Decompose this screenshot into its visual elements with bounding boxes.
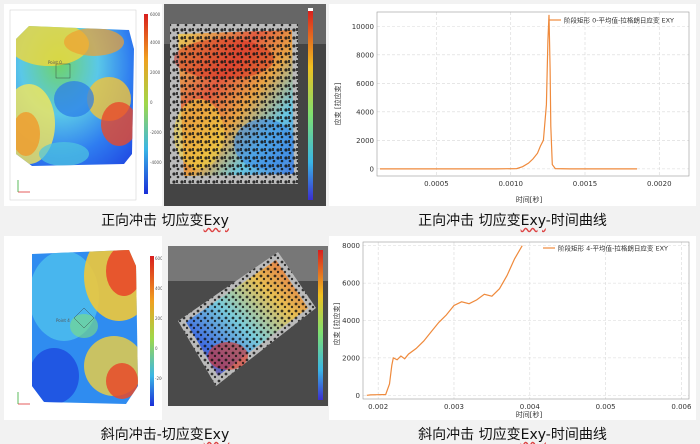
y-tick-label: 0 [370,165,374,173]
svg-text:Point 4: Point 4 [56,318,70,323]
caption-bottom-right: 斜向冲击 切应变Exy-时间曲线 [329,424,696,444]
svg-text:2000: 2000 [155,316,162,321]
grid-lines [363,242,689,399]
caption-text: 正向冲击 切应变 [418,213,521,229]
svg-text:-2000: -2000 [155,376,162,381]
x-tick-label: 0.0005 [424,180,449,188]
y-tick-label: 8000 [342,242,360,250]
svg-text:-2000: -2000 [150,130,162,135]
dic-photo-oblique [168,246,328,406]
strain-time-chart-frontal: 0.0005 0.0010 0.0015 0.0020 0 2000 4000 6000 80… [329,4,696,206]
svg-text:-4000: -4000 [150,160,162,165]
caption-bottom-left: 斜向冲击-切应变Exy [4,424,326,444]
caption-suffix: -时间曲线 [545,427,607,443]
caption-text: 斜向冲击-切应变 [100,427,204,443]
chart-oblique-svg: 0.002 0.003 0.004 0.005 0.006 0 2000 4000 6000 8… [329,236,696,420]
dic-overlay-oblique [168,246,328,406]
caption-top-left: 正向冲击 切应变Exy [4,210,326,230]
caption-exy: Exy [520,427,546,443]
svg-text:Point 0: Point 0 [48,60,62,65]
strain-time-chart-oblique: 0.002 0.003 0.004 0.005 0.006 0 2000 4000 6000 8… [329,236,696,420]
x-tick-label: 0.0015 [573,180,598,188]
y-tick-label: 2000 [342,354,360,362]
svg-text:4000: 4000 [150,40,161,45]
y-tick-label: 10000 [352,23,374,31]
contour-plot-oblique-sim: Point 4 6000 4000 2000 0 -2000 [4,236,162,420]
y-tick-label: 4000 [342,317,360,325]
caption-top-right: 正向冲击 切应变Exy-时间曲线 [329,210,696,230]
y-tick-label: 4000 [356,108,374,116]
contour-panel-frontal-sim: Point 0 6000 4000 2000 0 -2000 -4000 [4,4,162,206]
caption-text: 斜向冲击 切应变 [418,427,521,443]
caption-text: 正向冲击 切应变 [101,213,204,229]
x-tick-label: 0.0020 [647,180,672,188]
caption-suffix: -时间曲线 [545,213,607,229]
legend: 阶段矩形 4-平均值-拉格朗日应变 EXY [543,244,668,253]
svg-text:2000: 2000 [150,70,161,75]
svg-text:6000: 6000 [155,256,162,261]
x-tick-label: 0.0010 [498,180,523,188]
caption-exy: Exy [203,213,229,229]
svg-text:0: 0 [155,346,158,351]
contour-plot-frontal-sim: Point 0 6000 4000 2000 0 -2000 -4000 [4,4,162,206]
chart-frontal-svg: 0.0005 0.0010 0.0015 0.0020 0 2000 4000 6000 80… [329,4,696,206]
y-tick-label: 8000 [356,51,374,59]
legend-label: 阶段矩形 4-平均值-拉格朗日应变 EXY [558,244,668,253]
y-tick-label: 6000 [356,80,374,88]
x-tick-label: 0.002 [368,403,388,411]
y-tick-label: 0 [356,392,360,400]
svg-text:0: 0 [150,100,153,105]
caption-exy: Exy [203,427,230,443]
dic-photo-frontal [164,4,326,206]
legend: 阶段矩形 0-平均值-拉格朗日应变 EXY [549,16,674,25]
y-axis-label: 应变 [拉应变] [333,82,342,125]
x-axis-label: 时间[秒] [516,410,543,419]
x-axis-label: 时间[秒] [516,195,543,204]
contour-panel-oblique-sim: Point 4 6000 4000 2000 0 -2000 [4,236,162,420]
x-tick-label: 0.006 [671,403,692,411]
legend-label: 阶段矩形 0-平均值-拉格朗日应变 EXY [564,16,674,25]
svg-text:6000: 6000 [150,12,161,17]
x-tick-label: 0.004 [520,403,541,411]
dic-overlay-frontal [164,4,326,206]
x-tick-label: 0.005 [596,403,616,411]
series-line [366,245,523,396]
y-axis-label: 应变 [拉应变] [332,302,341,345]
caption-exy: Exy [520,213,546,229]
y-tick-label: 2000 [356,137,374,145]
x-tick-label: 0.003 [444,403,464,411]
svg-text:4000: 4000 [155,286,162,291]
y-tick-label: 6000 [342,280,360,288]
series-line [380,14,637,170]
